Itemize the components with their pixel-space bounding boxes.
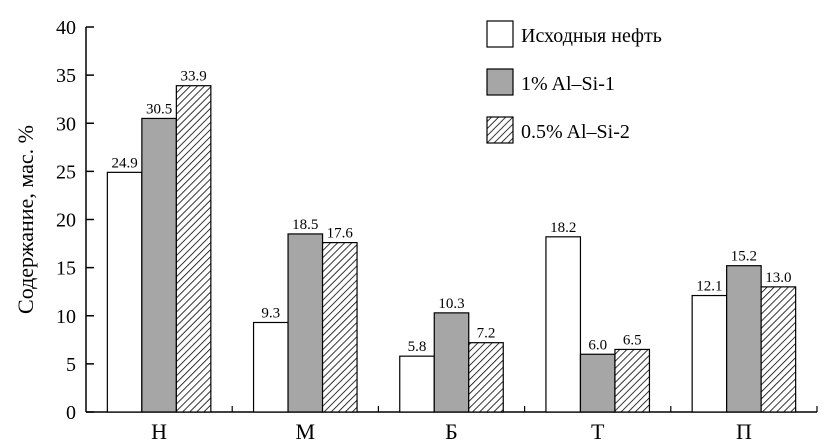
data-labels: 24.9 30.5 33.9 9.3 18.5 17.6 5.8 10.3 7.2 18.2 6.0… [111,69,791,355]
data-label-н-series-3: 33.9 [180,69,206,85]
x-tick-label-п: П [736,419,752,443]
y-tick-label: 35 [56,65,76,87]
x-tick-label-н: Н [151,419,167,443]
legend-label-2: 1% Al–Si-1 [521,73,615,95]
y-tick-label: 20 [56,210,76,232]
x-tick-label-т: Т [591,419,605,443]
data-label-б-series-3: 7.2 [477,326,496,342]
legend-swatch-3 [486,116,514,144]
data-label-м-series-2: 18.5 [292,217,318,233]
bar-м-series-2 [287,233,324,413]
bar-т-series-3 [614,348,651,413]
bar-п-series-2 [726,265,762,413]
bar-т-series-1 [545,236,582,413]
y-axis-title: Содержание, мас. % [13,125,38,314]
data-label-т-series-3: 6.5 [623,332,642,348]
y-tick-label: 40 [56,17,76,39]
y-tick-label: 30 [56,113,76,135]
data-label-м-series-3: 17.6 [327,226,354,242]
bar-н-series-3 [175,85,212,413]
data-label-т-series-2: 6.0 [588,337,607,353]
bar-п-series-1 [691,294,728,413]
y-axis-title-text: Содержание, мас. % [13,125,38,314]
bar-б-series-1 [399,355,435,413]
legend-label-3: 0.5% Al–Si-2 [521,121,630,143]
legend: Исходныя нефть 1% Al–Si-1 0.5% Al–Si-2 [486,20,662,144]
data-label-н-series-1: 24.9 [111,155,137,171]
y-tick-label: 5 [66,354,76,376]
y-tick-label: 15 [56,258,76,280]
bar-п-series-3 [760,286,797,413]
data-label-п-series-1: 12.1 [696,279,722,295]
y-tick-label: 10 [56,306,76,328]
data-label-м-series-1: 9.3 [261,305,280,321]
data-label-н-series-2: 30.5 [146,101,172,117]
x-tick-label-м: М [296,419,316,443]
bars [106,85,797,413]
bar-б-series-3 [468,342,504,413]
data-label-п-series-2: 15.2 [731,249,757,265]
x-tick-label-б: Б [445,419,458,443]
legend-swatch-2 [486,68,514,96]
bar-м-series-1 [252,321,289,413]
bar-б-series-2 [433,312,470,413]
data-label-п-series-3: 13.0 [765,270,791,286]
data-label-б-series-2: 10.3 [438,296,464,312]
y-tick-label: 0 [66,402,76,424]
legend-swatch-1 [486,20,514,48]
bar-м-series-3 [321,242,358,413]
data-label-б-series-1: 5.8 [408,339,427,355]
y-tick-label: 25 [56,161,76,183]
bar-н-series-2 [141,117,177,413]
data-label-т-series-1: 18.2 [550,220,576,236]
y-axis: 0 5 10 15 20 25 30 35 40 [56,17,94,424]
bar-т-series-2 [579,353,616,413]
bar-н-series-1 [106,171,143,413]
legend-label-1: Исходныя нефть [521,25,662,47]
